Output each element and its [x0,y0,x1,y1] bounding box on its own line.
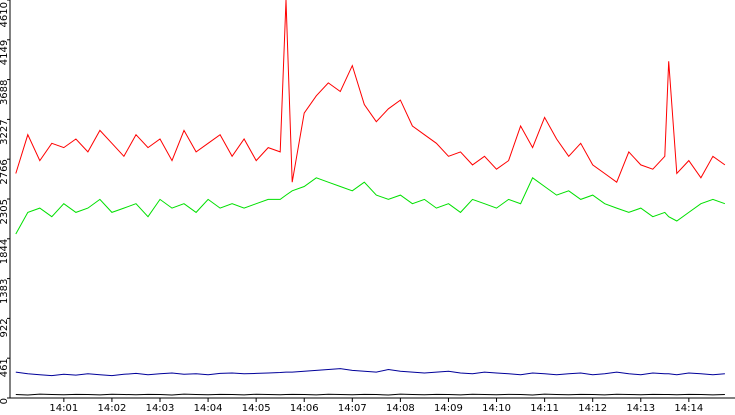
y-tick-label: 461 [0,358,10,377]
x-tick-label: 14:05 [242,403,271,414]
y-tick-label: 1383 [0,279,10,304]
x-tick-label: 14:08 [386,403,415,414]
x-tick-label: 14:03 [146,403,175,414]
series-line [15,368,725,377]
y-tick-label: 2305 [0,199,10,224]
x-tick-label: 14:01 [49,403,78,414]
x-tick-label: 14:07 [338,403,367,414]
y-tick-label: 922 [0,318,10,337]
x-tick-label: 14:10 [482,403,511,414]
x-tick-label: 14:12 [578,403,607,414]
series-line [15,177,726,235]
y-tick-label: 4149 [0,40,10,65]
x-tick-label: 14:09 [434,403,463,414]
y-tick-label: 4610 [0,2,10,27]
series-line [15,0,726,183]
y-tick-label: 2766 [0,159,10,184]
x-tick-label: 14:02 [98,403,127,414]
x-tick-label: 14:04 [194,403,223,414]
y-tick-label: 3227 [0,119,10,144]
y-tick-label: 1844 [0,239,10,264]
x-tick-label: 14:13 [626,403,655,414]
y-tick-label: 0 [0,398,10,404]
x-tick-label: 14:11 [530,403,559,414]
x-tick-label: 14:14 [674,403,703,414]
series-line [15,393,725,396]
x-tick-label: 14:06 [290,403,319,414]
y-tick-label: 3688 [0,80,10,105]
